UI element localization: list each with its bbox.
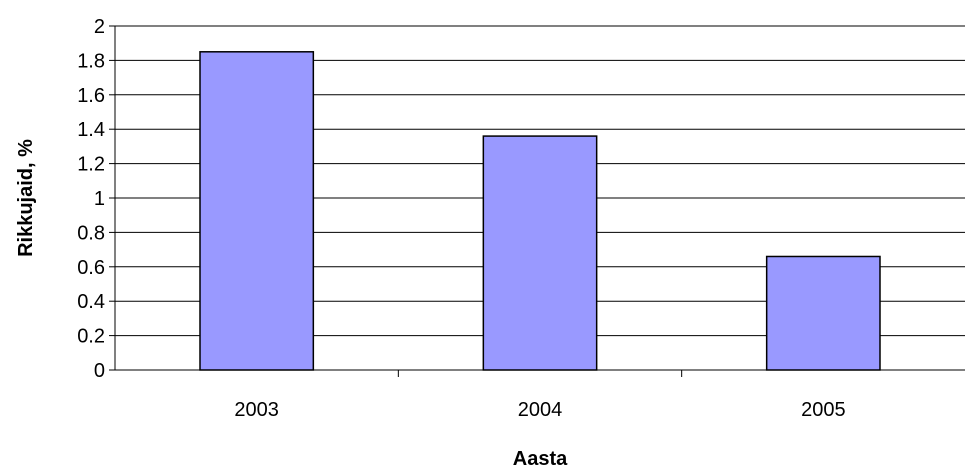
y-tick-label: 1.2: [77, 154, 105, 176]
bar-2003: [199, 51, 315, 371]
x-axis-title: Aasta: [513, 448, 568, 470]
x-tick-label: 2004: [518, 399, 563, 421]
axes: [109, 25, 965, 377]
y-tick-label: 2: [94, 16, 105, 38]
x-tick-label: 2005: [801, 399, 846, 421]
y-axis-title: Rikkujaid, %: [15, 139, 37, 257]
bars: [199, 51, 881, 371]
bar-2004: [482, 135, 598, 371]
y-tick-label: 0: [94, 360, 105, 382]
y-tick-label: 1.6: [77, 85, 105, 107]
y-tick-label: 0.8: [77, 222, 105, 244]
y-tick-label: 0.2: [77, 326, 105, 348]
y-tick-label: 1.4: [77, 119, 105, 141]
y-tick-label: 1.8: [77, 50, 105, 72]
y-tick-label: 0.6: [77, 257, 105, 279]
y-tick-label: 0.4: [77, 291, 105, 313]
x-tick-label: 2003: [234, 399, 279, 421]
y-tick-labels: 0 0.2 0.4 0.6 0.8 1 1.2 1.4 1.6 1.8 2: [77, 16, 105, 382]
bar-2005: [765, 255, 881, 371]
x-tick-labels: 2003 2004 2005: [234, 399, 845, 421]
y-tick-label: 1: [94, 188, 105, 210]
